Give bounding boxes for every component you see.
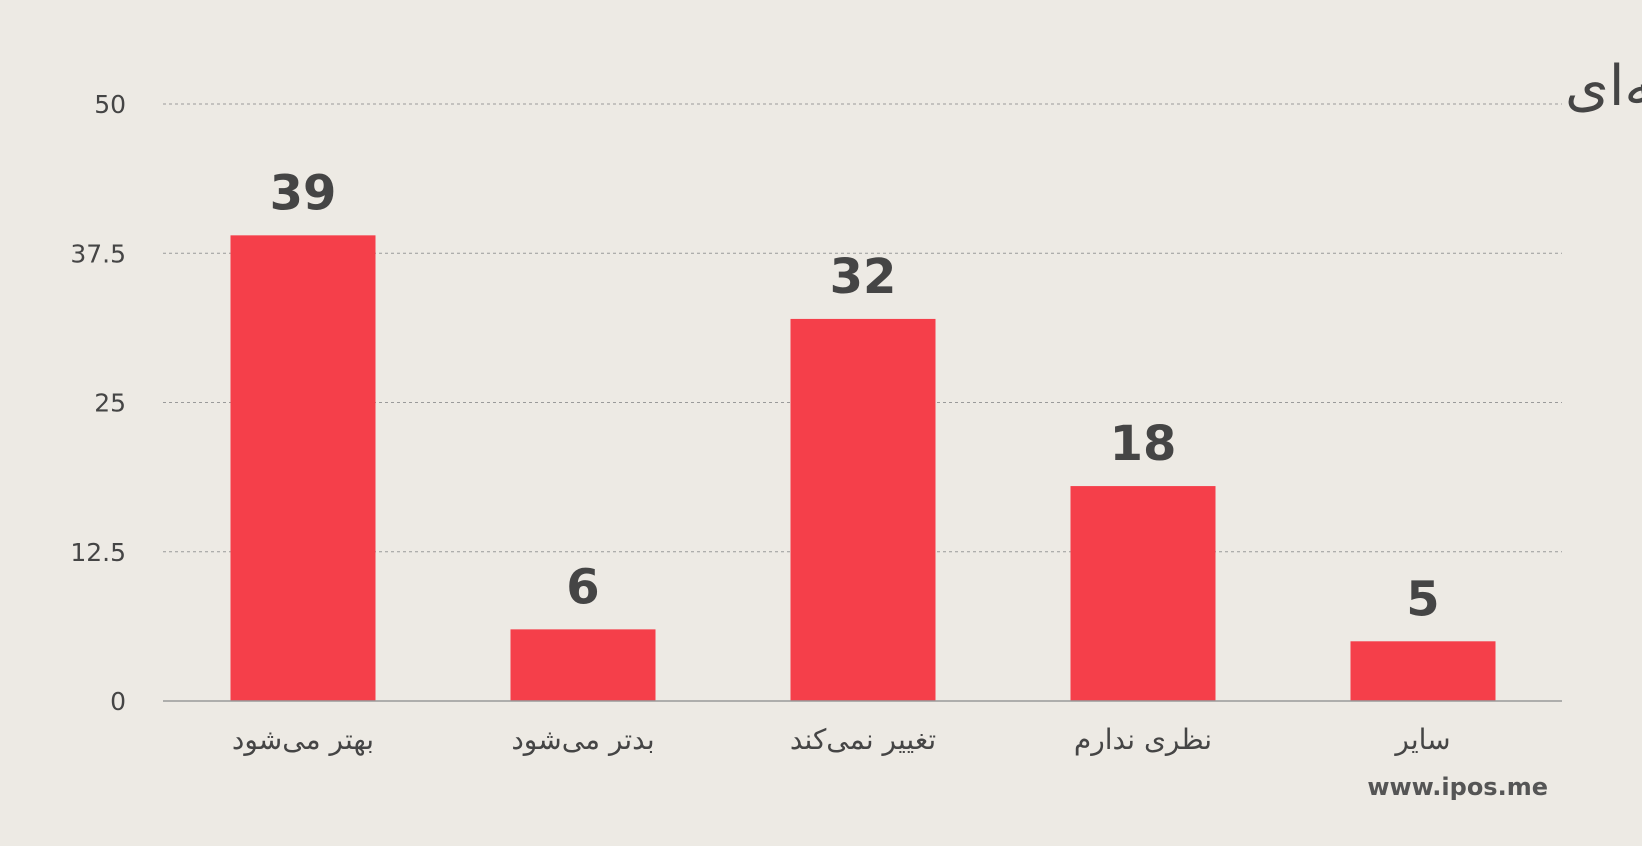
grid-layer bbox=[163, 103, 1562, 553]
y-tick-label: 50 bbox=[94, 90, 126, 119]
bar bbox=[1350, 641, 1496, 701]
x-category-label: بدتر می‌شود bbox=[511, 723, 654, 756]
bar bbox=[510, 629, 656, 701]
x-category-label: تغییر نمی‌کند bbox=[790, 723, 936, 756]
data-label: 39 bbox=[270, 165, 337, 221]
data-label: 5 bbox=[1406, 571, 1439, 627]
y-tick-label: 12.5 bbox=[70, 538, 126, 567]
y-tick-label: 0 bbox=[110, 687, 126, 716]
data-label: 32 bbox=[830, 249, 897, 305]
data-label: 18 bbox=[1110, 416, 1177, 472]
y-tick-label: 25 bbox=[94, 389, 126, 418]
bar-layer bbox=[230, 235, 1496, 701]
data-label: 6 bbox=[566, 559, 599, 615]
x-category-label: سایر bbox=[1393, 723, 1450, 756]
chart-title: رابطه با آمریکا بعد از توافق هسته‌ای bbox=[1565, 52, 1642, 119]
bar bbox=[230, 235, 376, 701]
x-category-label: نظری ندارم bbox=[1074, 723, 1212, 756]
bar bbox=[1070, 486, 1216, 701]
y-tick-label: 37.5 bbox=[70, 239, 126, 268]
x-category-label: بهتر می‌شود bbox=[232, 723, 374, 756]
bar bbox=[790, 318, 936, 701]
source-watermark: www.ipos.me bbox=[1367, 773, 1548, 801]
label-layer: 0 12.5 25 37.5 50 39 بهتر می‌شود 6 بدتر می‌شود 32… bbox=[70, 90, 1450, 756]
